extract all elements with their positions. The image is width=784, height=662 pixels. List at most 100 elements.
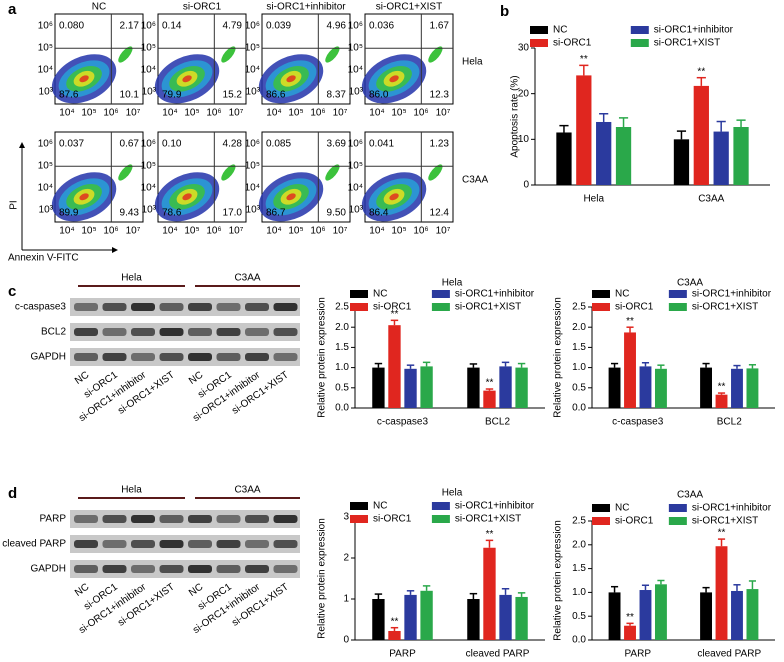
quadrant-value: 10.1 bbox=[120, 90, 140, 101]
error-bar bbox=[717, 538, 726, 547]
quadrant-value: 2.17 bbox=[120, 21, 140, 32]
y-tick-label: 10³ bbox=[349, 87, 364, 98]
blot-band bbox=[74, 303, 98, 311]
x-tick-label: 10⁷ bbox=[333, 226, 348, 237]
bar bbox=[372, 599, 385, 640]
bar bbox=[673, 139, 690, 185]
x-tick-label: 10⁶ bbox=[413, 108, 428, 119]
y-tick-label: 2.5 bbox=[335, 302, 349, 313]
x-tick-label: 10⁶ bbox=[413, 226, 428, 237]
y-tick-label: 10³ bbox=[246, 205, 261, 216]
y-tick-label: 20 bbox=[518, 88, 530, 99]
density bbox=[182, 75, 192, 83]
y-axis-label: Relative protein expression bbox=[317, 297, 328, 418]
x-tick-label: 10⁶ bbox=[103, 108, 118, 119]
error-bar bbox=[736, 119, 746, 128]
x-tick-label: cleaved PARP bbox=[466, 649, 530, 660]
y-tick-label: 10⁶ bbox=[245, 21, 260, 32]
quadrant-value: 0.14 bbox=[162, 21, 182, 32]
legend-label: si-ORC1 bbox=[373, 302, 412, 313]
quadrant-value: 4.79 bbox=[223, 21, 243, 32]
x-tick-label: 10⁴ bbox=[59, 226, 74, 237]
bar bbox=[515, 367, 528, 408]
y-tick-label: 2.5 bbox=[572, 302, 586, 313]
blot-band bbox=[159, 565, 184, 573]
y-tick-label: 10³ bbox=[349, 205, 364, 216]
blot-band bbox=[131, 328, 155, 336]
bar bbox=[731, 590, 743, 640]
quadrant-value: 3.69 bbox=[327, 139, 347, 150]
bar bbox=[404, 368, 417, 408]
legend-swatch bbox=[592, 517, 610, 525]
y-tick-label: 0.5 bbox=[572, 382, 586, 393]
blot-band bbox=[245, 353, 269, 361]
bar bbox=[731, 368, 743, 408]
y-tick-label: 0.5 bbox=[572, 611, 586, 622]
y-tick-label: 0.0 bbox=[335, 403, 349, 414]
legend-label: NC bbox=[553, 25, 567, 36]
x-tick-label: 10⁴ bbox=[369, 226, 384, 237]
y-tick-label: 0.5 bbox=[335, 382, 349, 393]
y-tick-label: 10⁵ bbox=[245, 43, 260, 54]
y-tick-label: 10⁴ bbox=[348, 183, 363, 194]
row-label: C3AA bbox=[462, 175, 488, 186]
y-tick-label: 2.0 bbox=[335, 322, 349, 333]
blot-band bbox=[159, 515, 184, 523]
y-tick-label: 10⁵ bbox=[348, 43, 363, 54]
y-tick-label: 2.5 bbox=[572, 516, 586, 527]
blot-band bbox=[216, 328, 241, 336]
blot-band bbox=[74, 515, 98, 523]
y-tick-label: 1.5 bbox=[572, 342, 586, 353]
blot-strip bbox=[70, 510, 300, 528]
density bbox=[221, 46, 236, 63]
blot-band bbox=[102, 515, 127, 523]
legend-swatch bbox=[668, 290, 687, 298]
y-tick-label: 10⁶ bbox=[245, 139, 260, 150]
quadrant-value: 9.50 bbox=[327, 208, 347, 219]
x-tick-label: 10⁷ bbox=[229, 226, 244, 237]
x-tick-label: 10⁷ bbox=[436, 226, 451, 237]
blot-band bbox=[188, 303, 212, 311]
x-tick-label: 10⁴ bbox=[266, 108, 281, 119]
density-cloud bbox=[361, 54, 427, 104]
bar bbox=[483, 390, 496, 408]
blot-strip bbox=[70, 348, 300, 366]
significance: ** bbox=[718, 528, 726, 539]
bar bbox=[654, 368, 667, 408]
error-bar bbox=[696, 76, 706, 86]
error-bar bbox=[626, 622, 634, 626]
error-bar bbox=[469, 363, 478, 368]
row-label: BCL2 bbox=[41, 327, 66, 338]
x-tick-label: c-caspase3 bbox=[377, 417, 429, 428]
error-bar bbox=[716, 120, 726, 132]
y-tick-label: 10⁵ bbox=[141, 161, 156, 172]
error-bar bbox=[717, 392, 726, 395]
error-bar bbox=[390, 319, 399, 326]
x-tick-label: 10⁵ bbox=[391, 226, 406, 237]
x-tick-label: 10⁵ bbox=[288, 108, 303, 119]
group-label: C3AA bbox=[234, 485, 260, 496]
significance: ** bbox=[391, 309, 399, 320]
blot-strip bbox=[70, 323, 300, 341]
group-label: Hela bbox=[121, 485, 142, 496]
blot-band bbox=[102, 353, 127, 361]
blot-band bbox=[102, 540, 127, 548]
legend-swatch bbox=[592, 290, 610, 298]
legend-label: si-ORC1 bbox=[553, 38, 592, 49]
legend-swatch bbox=[431, 303, 450, 311]
density-cloud bbox=[258, 54, 324, 104]
error-bar bbox=[657, 364, 665, 369]
y-tick-label: 10⁵ bbox=[38, 161, 53, 172]
legend-label: si-ORC1+inhibitor bbox=[692, 503, 772, 514]
chart-title: Hela bbox=[442, 488, 463, 499]
y-tick-label: 10⁴ bbox=[141, 183, 156, 194]
x-tick-label: 10⁶ bbox=[103, 226, 118, 237]
bar bbox=[576, 75, 592, 185]
y-tick-label: 10⁶ bbox=[141, 21, 156, 32]
bar bbox=[467, 367, 480, 408]
x-tick-label: 10⁷ bbox=[436, 108, 451, 119]
x-tick-label: PARP bbox=[389, 649, 416, 660]
density bbox=[79, 75, 89, 83]
quadrant-value: 86.4 bbox=[369, 208, 389, 219]
legend-label: si-ORC1+XIST bbox=[692, 516, 758, 527]
